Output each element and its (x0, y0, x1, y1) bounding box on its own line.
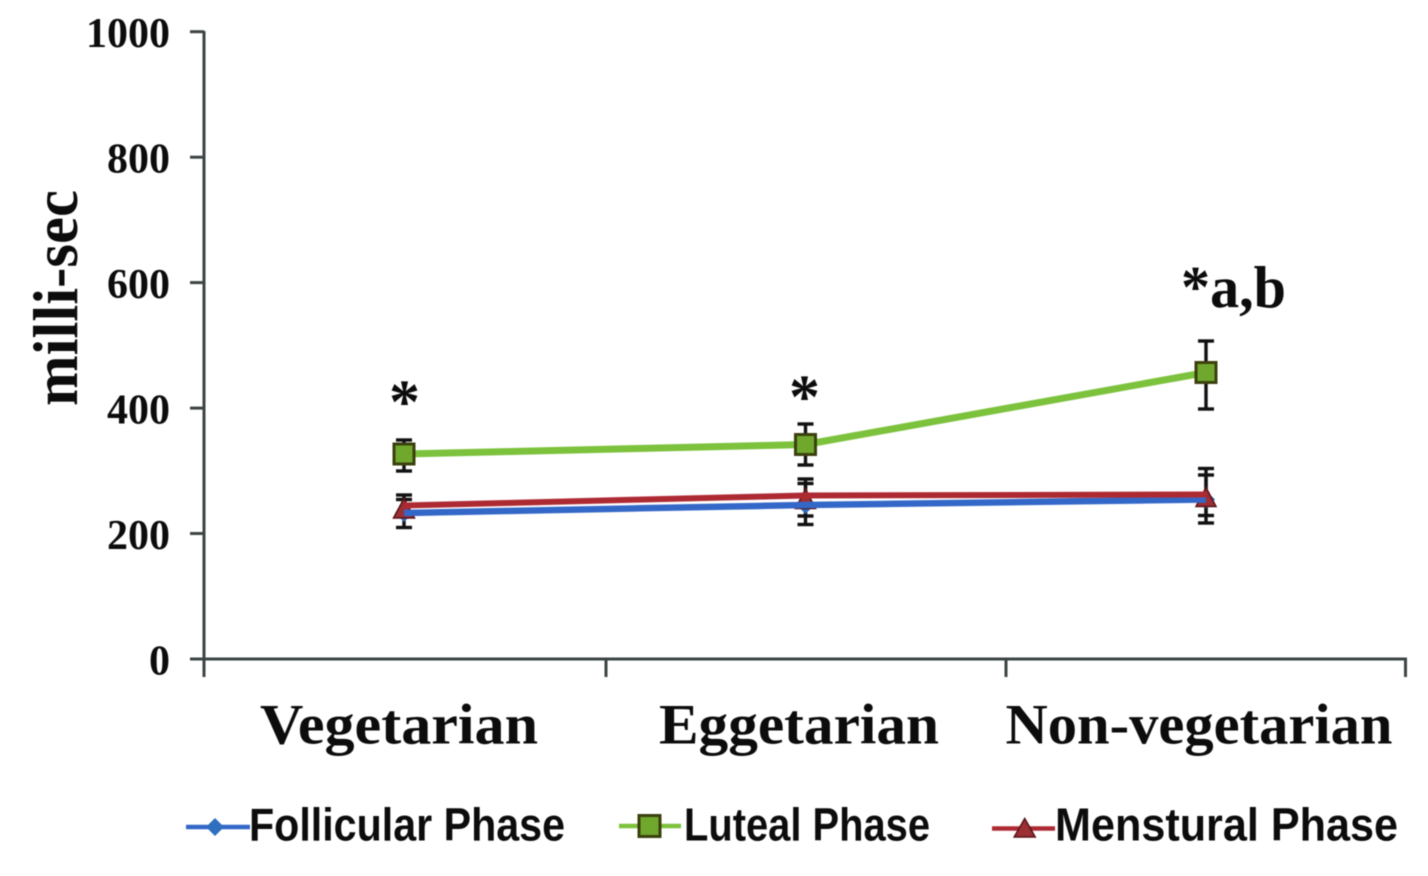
svg-text:0: 0 (149, 638, 170, 684)
svg-text:Vegetarian: Vegetarian (260, 694, 538, 757)
svg-text:Eggetarian: Eggetarian (659, 694, 939, 757)
svg-text:Menstural Phase: Menstural Phase (1055, 799, 1398, 851)
svg-text:*: * (389, 369, 420, 437)
svg-text:Non-vegetarian: Non-vegetarian (1006, 694, 1393, 757)
svg-text:*a,b: *a,b (1181, 254, 1286, 320)
svg-text:200: 200 (107, 513, 170, 559)
svg-text:milli-sec: milli-sec (20, 190, 91, 406)
svg-text:Follicular Phase: Follicular Phase (249, 799, 565, 851)
svg-text:*: * (789, 364, 820, 432)
svg-text:1000: 1000 (86, 11, 170, 57)
svg-text:Luteal Phase: Luteal Phase (684, 799, 930, 851)
svg-text:400: 400 (107, 388, 170, 434)
svg-text:800: 800 (107, 137, 170, 183)
svg-text:600: 600 (107, 262, 170, 308)
